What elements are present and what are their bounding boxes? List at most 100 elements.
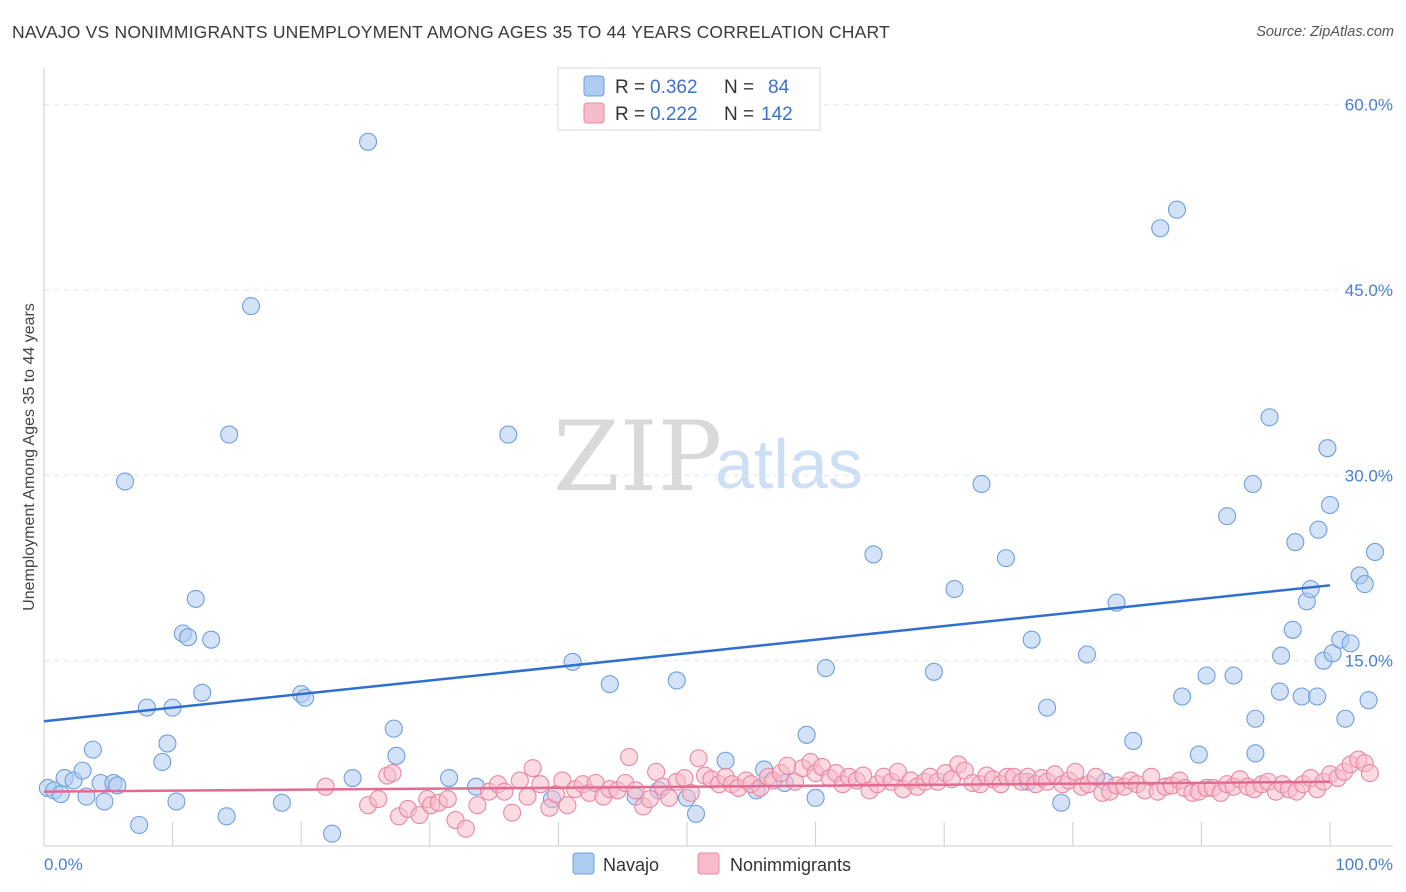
nonimmigrants-point-2 <box>369 790 388 809</box>
navajo-point-80 <box>1286 533 1305 552</box>
navajo-point-46 <box>716 751 735 770</box>
nonimmigrants-point-14 <box>468 796 487 815</box>
navajo-point-18 <box>167 792 186 811</box>
watermark-zip: ZIP <box>553 401 722 513</box>
y-tick-label-0: 15.0% <box>1345 652 1393 671</box>
nonimmigrants-point-143 <box>1360 764 1379 783</box>
bottom-legend-swatch-navajo <box>572 852 595 875</box>
navajo-trendline <box>43 584 1331 723</box>
y-axis-label: Unemployment Among Ages 35 to 44 years <box>21 303 38 611</box>
navajo-point-32 <box>359 132 378 151</box>
bottom-legend-navajo: Navajo <box>603 855 659 875</box>
navajo-point-24 <box>217 807 236 826</box>
nonimmigrants-point-35 <box>620 747 639 767</box>
navajo-point-25 <box>220 425 239 444</box>
legend-nonimmigrants-r-label: R = <box>615 104 645 125</box>
legend-swatch-nonimmigrants <box>583 102 605 124</box>
navajo-point-89 <box>1323 644 1342 663</box>
navajo-point-67 <box>1167 200 1187 219</box>
bottom-legend-nonimmigrants: Nonimmigrants <box>730 855 851 875</box>
nonimmigrants-point-4 <box>383 764 402 783</box>
navajo-point-23 <box>202 630 221 649</box>
legend-navajo-n-value: 84 <box>768 77 790 98</box>
navajo-point-34 <box>387 746 406 765</box>
navajo-point-27 <box>272 793 291 812</box>
navajo-point-84 <box>1308 687 1327 706</box>
navajo-point-92 <box>1341 634 1360 653</box>
navajo-point-91 <box>1336 709 1355 728</box>
bottom-legend-swatch-nonimmigrants <box>697 852 720 875</box>
navajo-point-31 <box>343 768 362 788</box>
navajo-point-95 <box>1359 691 1378 710</box>
navajo-point-52 <box>806 788 825 807</box>
legend-navajo-n-label: N = <box>724 77 754 98</box>
axes <box>43 68 1393 847</box>
nonimmigrants-point-41 <box>659 788 679 807</box>
navajo-point-20 <box>178 628 198 647</box>
navajo-point-5 <box>73 761 92 780</box>
y-tick-label-3: 60.0% <box>1345 96 1393 115</box>
navajo-point-33 <box>384 719 403 738</box>
navajo-point-45 <box>686 804 706 823</box>
watermark-atlas: atlas <box>715 425 863 503</box>
legend-nonimmigrants-r-value: 0.222 <box>650 104 698 125</box>
navajo-point-60 <box>1038 698 1057 717</box>
bottom-legend: Navajo Nonimmigrants <box>572 852 851 875</box>
nonimmigrants-point-18 <box>503 803 522 822</box>
nonimmigrants-point-38 <box>640 790 659 809</box>
navajo-point-65 <box>1124 731 1143 751</box>
x-tick-label-max: 100.0% <box>1335 855 1393 874</box>
navajo-point-62 <box>1077 645 1096 664</box>
nonimmigrants-point-74 <box>888 762 907 781</box>
navajo-point-72 <box>1224 666 1243 685</box>
navajo-point-87 <box>1318 439 1337 458</box>
navajo-point-35 <box>440 768 459 788</box>
navajo-point-14 <box>137 698 156 717</box>
navajo-point-56 <box>972 474 991 494</box>
navajo-point-94 <box>1355 575 1374 594</box>
nonimmigrants-point-0 <box>316 777 335 796</box>
nonimmigrants-point-25 <box>553 771 572 790</box>
legend-navajo-r-value: 0.362 <box>650 77 698 98</box>
source-label: Source: ZipAtlas.com <box>1256 24 1394 40</box>
navajo-point-53 <box>864 545 883 564</box>
navajo-point-22 <box>193 683 212 702</box>
navajo-point-11 <box>108 776 127 795</box>
watermark: ZIP atlas <box>553 401 863 513</box>
navajo-point-71 <box>1218 507 1237 526</box>
navajo-point-76 <box>1260 408 1279 427</box>
y-tick-label-2: 45.0% <box>1345 281 1393 300</box>
navajo-point-16 <box>158 734 177 753</box>
nonimmigrants-point-44 <box>681 783 700 802</box>
nonimmigrants-point-26 <box>558 796 577 815</box>
navajo-point-30 <box>323 824 342 843</box>
navajo-point-68 <box>1173 687 1192 706</box>
navajo-point-12 <box>115 472 135 491</box>
navajo-point-13 <box>130 815 149 835</box>
y-tick-label-1: 30.0% <box>1345 466 1393 485</box>
grid <box>44 104 1393 662</box>
navajo-point-73 <box>1243 474 1262 494</box>
navajo-point-59 <box>1022 630 1041 649</box>
navajo-point-40 <box>600 675 619 694</box>
navajo-point-15 <box>153 752 172 772</box>
navajo-point-54 <box>924 662 943 681</box>
legend-navajo-r-label: R = <box>615 77 645 98</box>
navajo-point-9 <box>95 792 114 811</box>
navajo-point-81 <box>1292 687 1311 706</box>
navajo-point-50 <box>797 725 816 744</box>
navajo-point-7 <box>83 740 102 759</box>
legend-swatch-navajo <box>583 75 605 97</box>
navajo-point-85 <box>1309 520 1328 539</box>
legend: R = 0.362 N = 84 R = 0.222 N = 142 <box>557 67 821 131</box>
nonimmigrants-point-7 <box>410 806 429 825</box>
navajo-point-57 <box>996 549 1015 568</box>
navajo-point-78 <box>1272 646 1291 665</box>
nonimmigrants-point-58 <box>778 756 797 775</box>
trendlines <box>43 584 1331 793</box>
navajo-point-66 <box>1151 219 1170 238</box>
navajo-point-70 <box>1197 666 1216 685</box>
legend-nonimmigrants-n-label: N = <box>724 104 754 125</box>
navajo-point-26 <box>241 297 261 316</box>
nonimmigrants-point-17 <box>495 782 514 801</box>
